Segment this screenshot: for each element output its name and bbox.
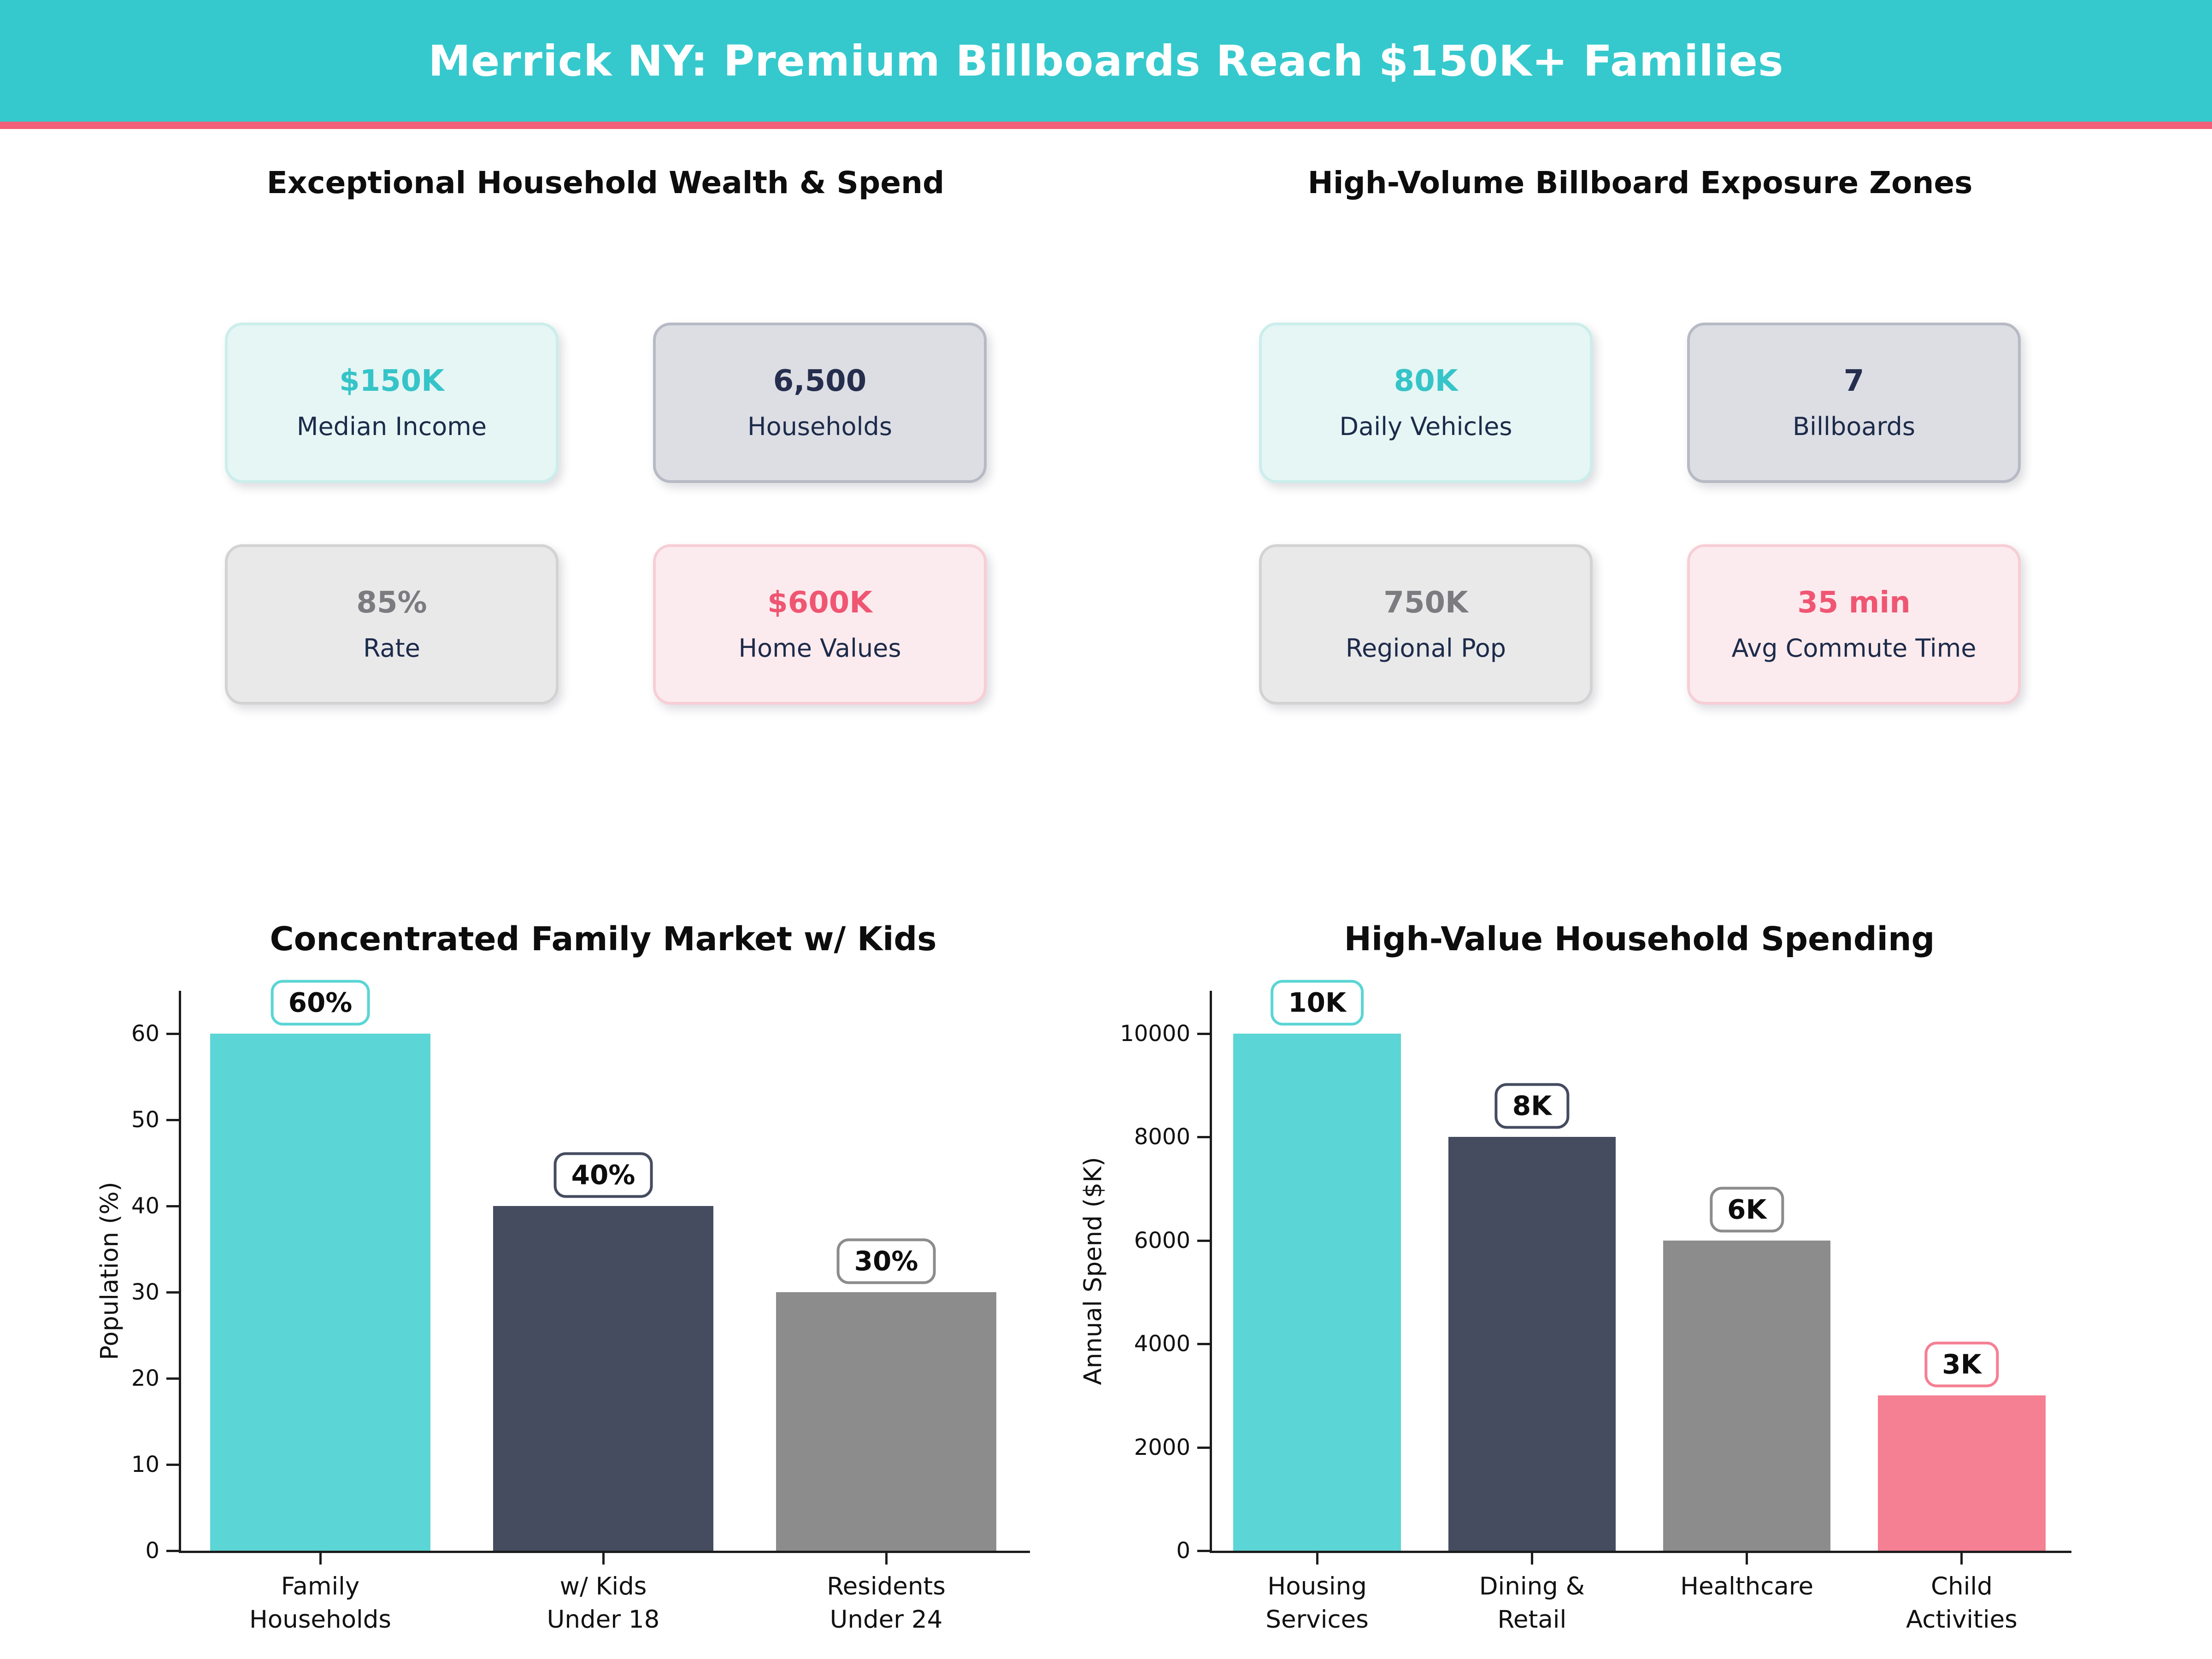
y-tick-label: 30 [131, 1279, 159, 1306]
x-tick-label: Residents Under 24 [827, 1572, 946, 1634]
x-tick-mark [1530, 1553, 1533, 1565]
stat-card-households: 6,500 Households [653, 323, 987, 483]
x-tick-mark [319, 1553, 322, 1565]
section-title-wealth: Exceptional Household Wealth & Spend [266, 165, 945, 200]
y-tick-label: 0 [1176, 1538, 1190, 1564]
stat-value: 7 [1843, 364, 1865, 398]
y-tick-label: 60 [131, 1021, 159, 1047]
stat-card-regional-pop: 750K Regional Pop [1259, 544, 1593, 705]
bar-value-label: 3K [1924, 1341, 1999, 1388]
y-tick-label: 10 [131, 1452, 159, 1478]
stat-label: Daily Vehicles [1339, 412, 1512, 441]
y-tick-mark [1197, 1550, 1210, 1552]
stat-card-median-income: $150K Median Income [225, 323, 559, 483]
chart-title: High-Value Household Spending [1344, 920, 1935, 958]
y-tick-mark [166, 1033, 179, 1035]
y-tick-label: 10000 [1120, 1021, 1190, 1047]
y-tick-label: 2000 [1134, 1434, 1190, 1460]
stat-card-billboards: 7 Billboards [1687, 323, 2021, 483]
bar-value-label: 40% [553, 1152, 653, 1198]
y-tick-mark [166, 1464, 179, 1466]
chart-title: Concentrated Family Market w/ Kids [270, 920, 937, 958]
y-axis-label: Population (%) [95, 1181, 124, 1360]
stat-label: Home Values [738, 634, 901, 663]
bar-value-label: 6K [1709, 1187, 1784, 1232]
stat-cards-wealth: $150K Median Income 6,500 Households 85% Rate… [225, 323, 987, 705]
y-tick-mark [1197, 1343, 1210, 1346]
stat-card-avg-commute-time: 35 min Avg Commute Time [1687, 544, 2021, 705]
stat-label: Households [747, 412, 892, 441]
y-tick-label: 40 [131, 1193, 159, 1219]
x-tick-mark [885, 1553, 888, 1565]
stat-label: Regional Pop [1345, 634, 1506, 663]
y-tick-label: 4000 [1134, 1331, 1190, 1357]
section-title-exposure: High-Volume Billboard Exposure Zones [1307, 165, 1973, 200]
stat-value: 85% [356, 586, 427, 620]
x-tick-mark [1316, 1553, 1318, 1565]
stat-label: Avg Commute Time [1731, 634, 1977, 663]
y-tick-mark [166, 1291, 179, 1294]
bar-housing [1233, 1034, 1401, 1551]
stat-value: 750K [1383, 586, 1468, 620]
bar-w-kids [493, 1206, 714, 1551]
y-tick-label: 6000 [1134, 1227, 1190, 1253]
x-tick-mark [602, 1553, 605, 1565]
stat-card-rate: 85% Rate [225, 544, 559, 705]
bar-value-label: 60% [271, 980, 370, 1026]
y-tick-mark [166, 1205, 179, 1208]
plot-area [1210, 991, 2071, 1553]
y-tick-mark [166, 1377, 179, 1380]
y-tick-mark [166, 1119, 179, 1122]
stat-value: $150K [339, 364, 444, 398]
stat-cards-exposure: 80K Daily Vehicles 7 Billboards 750K Regional… [1259, 323, 2021, 705]
y-tick-label: 0 [145, 1538, 159, 1564]
x-tick-label: Dining & Retail [1479, 1572, 1585, 1634]
bar-value-label: 30% [836, 1238, 936, 1284]
stat-value: $600K [767, 586, 872, 620]
stat-label: Billboards [1792, 412, 1916, 441]
y-tick-mark [1197, 1033, 1210, 1035]
x-tick-label: Family Households [249, 1572, 392, 1634]
y-tick-label: 50 [131, 1107, 159, 1133]
y-tick-mark [166, 1550, 179, 1552]
bar-healthcare [1663, 1240, 1831, 1551]
y-tick-mark [1197, 1239, 1210, 1242]
x-tick-label: w/ Kids Under 18 [547, 1572, 660, 1634]
x-tick-mark [1960, 1553, 1963, 1565]
x-tick-mark [1746, 1553, 1748, 1565]
header-banner: Merrick NY: Premium Billboards Reach $15… [0, 0, 2212, 129]
bar-value-label: 8K [1494, 1083, 1570, 1129]
y-tick-label: 8000 [1134, 1124, 1190, 1150]
stat-card-home-values: $600K Home Values [653, 544, 987, 705]
x-tick-label: Housing Services [1265, 1572, 1369, 1634]
plot-area [179, 991, 1030, 1553]
x-tick-label: Healthcare [1680, 1572, 1814, 1600]
stat-value: 6,500 [773, 364, 867, 398]
stat-value: 80K [1394, 364, 1458, 398]
stat-label: Median Income [296, 412, 487, 441]
bar-dining [1448, 1137, 1616, 1551]
stat-value: 35 min [1797, 586, 1911, 620]
bar-residents [776, 1292, 997, 1551]
y-tick-mark [1197, 1446, 1210, 1449]
bar-value-label: 10K [1271, 980, 1364, 1026]
bar-family [210, 1034, 431, 1551]
stat-label: Rate [363, 634, 420, 663]
y-axis-label: Annual Spend ($K) [1079, 1157, 1107, 1385]
bar-child [1878, 1395, 2046, 1551]
y-tick-mark [1197, 1136, 1210, 1139]
page-title: Merrick NY: Premium Billboards Reach $15… [428, 36, 1784, 86]
stat-card-daily-vehicles: 80K Daily Vehicles [1259, 323, 1593, 483]
x-tick-label: Child Activities [1906, 1572, 2018, 1634]
y-tick-label: 20 [131, 1365, 159, 1392]
